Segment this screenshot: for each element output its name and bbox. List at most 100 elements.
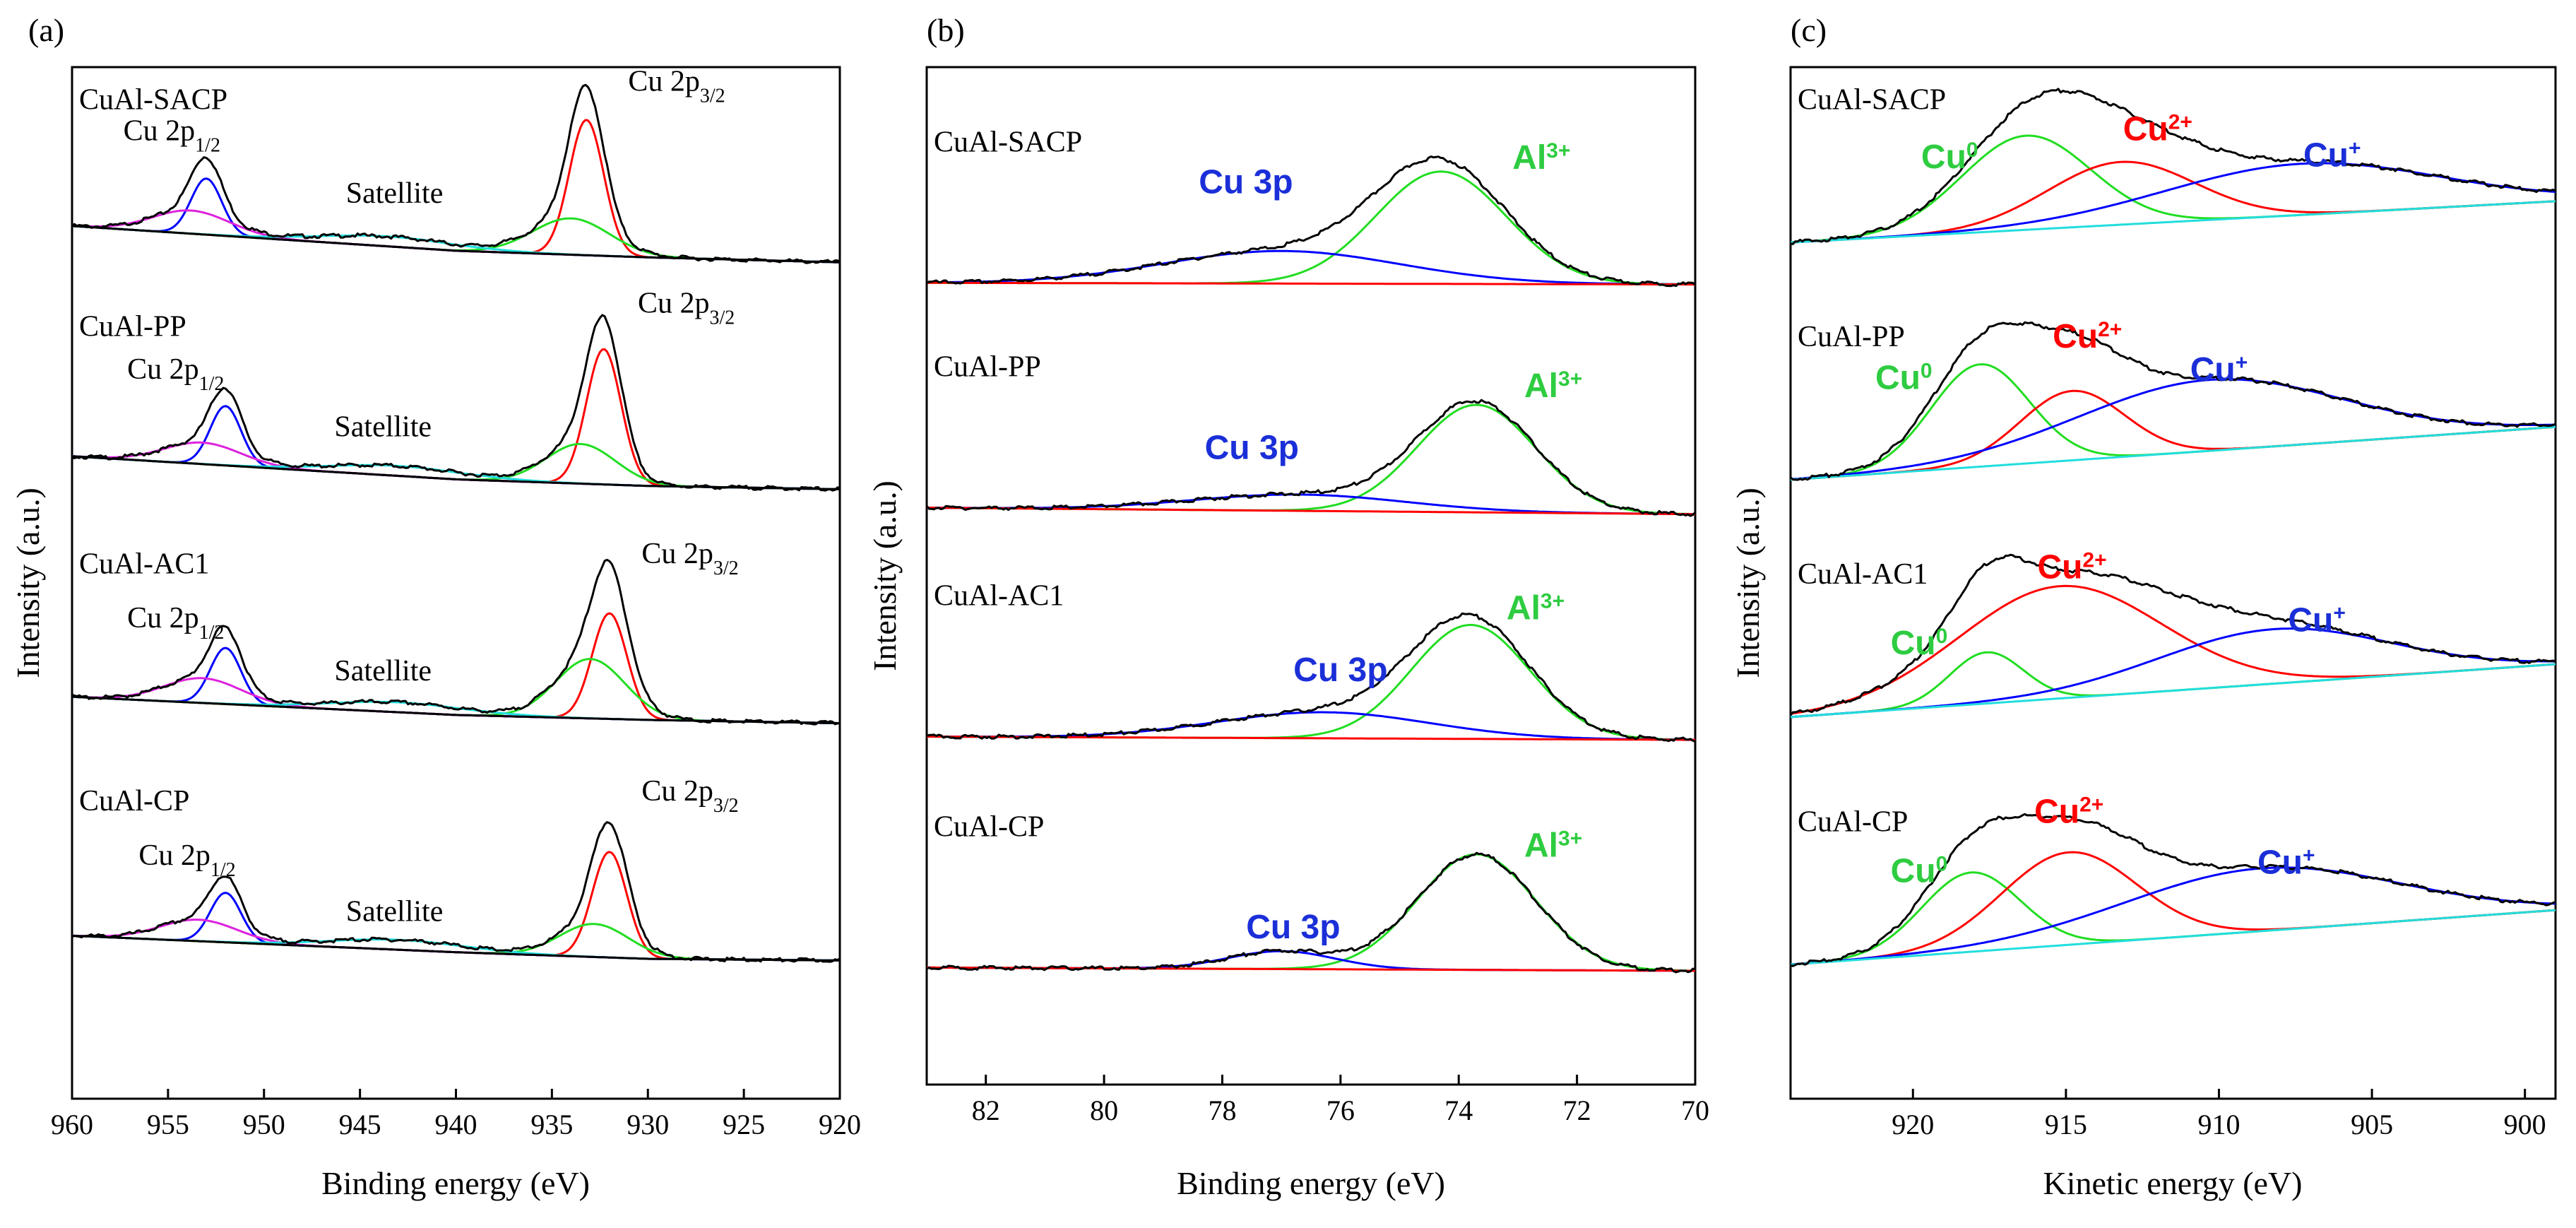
x-tick-label: 80 — [1090, 1094, 1118, 1126]
peak-label: Al3+ — [1524, 827, 1582, 865]
x-tick-label: 74 — [1444, 1094, 1473, 1126]
x-tick-label: 910 — [2197, 1109, 2240, 1140]
total-envelope — [1790, 321, 2556, 481]
peak-label: Cu0 — [1875, 359, 1933, 397]
sample-label: CuAl-CP — [79, 785, 189, 817]
background-line — [1790, 425, 2556, 481]
x-tick-label: 76 — [1326, 1094, 1355, 1126]
total-envelope — [71, 821, 841, 963]
sample-label: CuAl-SACP — [79, 83, 227, 116]
background-line — [1790, 909, 2556, 966]
panel-c-label: (c) — [1791, 12, 1827, 48]
panel-b-label: (b) — [927, 12, 965, 48]
peak-label: Al3+ — [1524, 367, 1582, 405]
component-peak-magenta — [71, 209, 841, 264]
x-tick-label: 78 — [1208, 1094, 1236, 1126]
x-tick-label: 82 — [972, 1094, 1000, 1126]
peak-label: Cu2+ — [2123, 110, 2192, 148]
peak-label: Cu 2p1/2 — [127, 602, 224, 644]
series-cual-sacp: CuAl-SACP Al3+ Cu 3p — [926, 126, 1696, 288]
component-peak-green — [71, 442, 840, 490]
panel-b-frame — [925, 66, 1697, 1086]
peak-label: Cu 2p3/2 — [641, 538, 738, 579]
sample-label: CuAl-PP — [934, 351, 1041, 384]
panel-c-y-axis-label: Intensity (a.u.) — [1730, 488, 1766, 678]
component-peak-green — [71, 217, 841, 264]
x-tick-label: 72 — [1563, 1094, 1591, 1126]
x-tick-label: 955 — [147, 1109, 189, 1140]
component-peak-blue — [71, 647, 841, 725]
panel-b-y-axis-label: Intensity (a.u.) — [867, 480, 903, 671]
peak-label: Cu 3p — [1199, 164, 1293, 201]
x-tick-label: 920 — [819, 1109, 861, 1140]
peak-label: Cu0 — [1891, 625, 1948, 663]
component-peak-magenta — [71, 441, 840, 490]
peak-label: Cu 2p1/2 — [138, 839, 235, 881]
peak-label: Cu 3p — [1205, 429, 1299, 466]
series-cual-pp: CuAl-PP Al3+ Cu 3p — [925, 351, 1697, 517]
series-cual-ac1: CuAl-AC1 Cu 2p3/2 Cu 2p1/2 Satellite — [71, 538, 841, 726]
peak-label: Cu 2p3/2 — [641, 775, 738, 817]
sample-label: CuAl-SACP — [934, 126, 1082, 158]
panel-c-plot: CuAl-SACPCu0Cu2+Cu+CuAl-PPCu0Cu2+Cu+CuAl… — [1789, 83, 2556, 967]
sample-label: CuAl-CP — [1798, 805, 1908, 838]
peak-label: Al3+ — [1507, 589, 1565, 627]
peak-label: Cu+ — [2190, 350, 2248, 389]
series-cual-ac1: CuAl-AC1 Al3+ Cu 3p — [926, 580, 1696, 743]
panel-c-frame — [1789, 66, 2557, 1100]
panel-b-x-ticks: 82 80 78 76 74 72 70 — [972, 1075, 1709, 1126]
x-tick-label: 960 — [51, 1109, 93, 1140]
peak-label: Cu+ — [2303, 136, 2361, 175]
panel-c-x-ticks: 920 915 910 905 900 — [1892, 1089, 2546, 1140]
peak-label: Cu 2p1/2 — [124, 114, 220, 156]
x-tick-label: 930 — [627, 1109, 669, 1140]
sample-label: CuAl-AC1 — [1798, 558, 1928, 591]
series-cual-pp: CuAl-PP Cu 2p3/2 Cu 2p1/2 Satellite — [71, 287, 841, 492]
total-envelope — [71, 314, 841, 492]
satellite-label: Satellite — [334, 655, 432, 687]
x-tick-label: 940 — [435, 1109, 477, 1140]
sample-label: CuAl-CP — [934, 811, 1044, 844]
component-peak-green — [927, 403, 1696, 516]
panel-a-x-ticks: 960 955 950 945 940 935 930 925 920 — [51, 1089, 861, 1140]
peak-label: Cu 3p — [1293, 651, 1387, 689]
sample-label: CuAl-AC1 — [79, 548, 209, 580]
x-tick-label: 945 — [339, 1109, 381, 1140]
x-tick-label: 920 — [1892, 1109, 1934, 1140]
component-peak-blue — [71, 405, 840, 490]
peak-label: Cu 2p3/2 — [628, 65, 725, 107]
background-line — [71, 225, 841, 264]
total-envelope — [1789, 553, 2556, 716]
x-tick-label: 935 — [530, 1109, 573, 1140]
peak-label: Al3+ — [1512, 139, 1570, 177]
total-envelope — [925, 398, 1697, 517]
satellite-label: Satellite — [346, 177, 444, 210]
satellite-label: Satellite — [334, 411, 432, 444]
panel-a-label: (a) — [28, 12, 64, 48]
peak-label: Cu 3p — [1246, 909, 1340, 946]
x-tick-label: 950 — [243, 1109, 285, 1140]
sample-label: CuAl-SACP — [1798, 83, 1946, 116]
component-peak-green — [71, 658, 841, 725]
sample-label: CuAl-PP — [1798, 321, 1905, 353]
total-envelope — [1790, 88, 2556, 245]
panel-b-x-axis-label: Binding energy (eV) — [1177, 1165, 1445, 1201]
x-tick-label: 925 — [723, 1109, 765, 1140]
total-envelope — [71, 83, 841, 264]
series-cual-cp: CuAl-CP Cu0 Cu2+ Cu+ — [1790, 793, 2556, 967]
background-line — [927, 281, 1695, 286]
series-cual-sacp: CuAl-SACP Cu 2p3/2 Cu 2p1/2 Satellite — [71, 65, 841, 264]
peak-label: Cu0 — [1891, 852, 1948, 890]
component-peak-blue — [71, 892, 841, 962]
sample-label: CuAl-AC1 — [934, 580, 1064, 613]
total-envelope — [926, 612, 1696, 743]
x-tick-label: 915 — [2045, 1109, 2087, 1140]
component-peak-green — [71, 923, 841, 962]
panel-a-x-axis-label: Binding energy (eV) — [321, 1165, 590, 1201]
x-tick-label: 70 — [1681, 1094, 1709, 1126]
